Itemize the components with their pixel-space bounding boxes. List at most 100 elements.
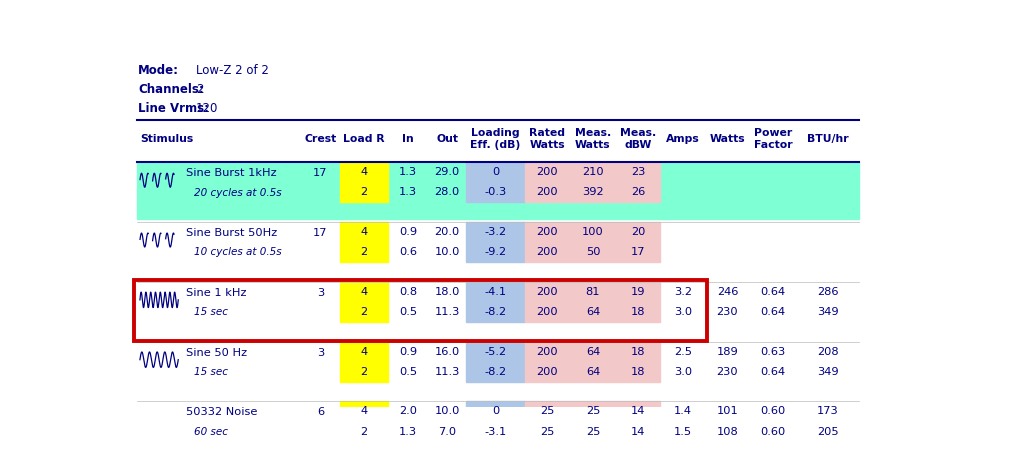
- Bar: [340, 342, 388, 361]
- Text: 200: 200: [537, 347, 558, 356]
- Text: 25: 25: [541, 406, 554, 416]
- Bar: [467, 421, 524, 441]
- Text: Low-Z 2 of 2: Low-Z 2 of 2: [196, 64, 269, 77]
- Text: 4: 4: [360, 287, 368, 297]
- Text: -3.1: -3.1: [484, 426, 507, 436]
- Text: 25: 25: [541, 426, 554, 436]
- Text: 60 sec: 60 sec: [195, 427, 229, 437]
- Bar: [137, 162, 859, 219]
- Text: 286: 286: [817, 287, 838, 297]
- Text: -0.3: -0.3: [484, 187, 507, 197]
- Text: 3.2: 3.2: [674, 287, 692, 297]
- Text: 101: 101: [717, 406, 739, 416]
- Text: 2: 2: [360, 367, 368, 377]
- Text: -3.2: -3.2: [484, 227, 507, 237]
- Text: 25: 25: [586, 426, 600, 436]
- Text: 200: 200: [537, 287, 558, 297]
- Text: 0.64: 0.64: [760, 367, 786, 377]
- Text: BTU/hr: BTU/hr: [806, 134, 849, 144]
- Text: 173: 173: [817, 406, 838, 416]
- Text: 2.5: 2.5: [674, 347, 692, 356]
- Text: Sine Burst 50Hz: Sine Burst 50Hz: [186, 228, 277, 238]
- Bar: [467, 242, 524, 262]
- Text: 200: 200: [537, 247, 558, 257]
- Text: 20.0: 20.0: [435, 227, 459, 237]
- Bar: [524, 162, 660, 182]
- Text: 0.60: 0.60: [760, 406, 786, 416]
- Bar: [340, 162, 388, 182]
- Bar: [524, 282, 660, 302]
- Text: 3.0: 3.0: [674, 367, 692, 377]
- Text: 10 cycles at 0.5s: 10 cycles at 0.5s: [195, 248, 282, 257]
- Text: 11.3: 11.3: [435, 307, 460, 317]
- Bar: [467, 302, 524, 322]
- Text: 230: 230: [717, 307, 739, 317]
- Bar: [340, 242, 388, 262]
- Bar: [340, 282, 388, 302]
- Text: 2: 2: [360, 187, 368, 197]
- Text: 0.60: 0.60: [760, 426, 786, 436]
- Text: -8.2: -8.2: [484, 307, 507, 317]
- Text: Watts: Watts: [710, 134, 746, 144]
- Bar: [467, 401, 524, 421]
- Text: 29.0: 29.0: [435, 167, 459, 177]
- Text: 210: 210: [582, 167, 604, 177]
- Text: Rated
Watts: Rated Watts: [529, 128, 565, 150]
- Text: Amps: Amps: [665, 134, 699, 144]
- Bar: [524, 361, 660, 382]
- Text: 14: 14: [630, 406, 645, 416]
- Text: Channels:: Channels:: [138, 83, 204, 96]
- Text: 3: 3: [316, 288, 324, 298]
- Text: 3.0: 3.0: [674, 307, 692, 317]
- Text: 205: 205: [817, 426, 838, 436]
- Text: 349: 349: [817, 307, 838, 317]
- Text: Meas.
Watts: Meas. Watts: [575, 128, 611, 150]
- Text: 4: 4: [360, 167, 368, 177]
- Text: 2.0: 2.0: [400, 406, 417, 416]
- Text: 0.8: 0.8: [399, 287, 417, 297]
- Text: 6: 6: [317, 408, 323, 418]
- Bar: [524, 401, 660, 421]
- Bar: [467, 182, 524, 202]
- Text: 3: 3: [316, 348, 324, 358]
- Bar: [340, 182, 388, 202]
- Text: 200: 200: [537, 307, 558, 317]
- Text: 1.3: 1.3: [399, 426, 417, 436]
- Bar: [524, 222, 660, 242]
- Text: 64: 64: [586, 307, 600, 317]
- Text: 349: 349: [817, 367, 838, 377]
- Text: 0: 0: [492, 167, 500, 177]
- Text: 11.3: 11.3: [435, 367, 460, 377]
- Text: 20: 20: [630, 227, 645, 237]
- Text: 16.0: 16.0: [435, 347, 459, 356]
- Bar: [467, 282, 524, 302]
- Text: 1.3: 1.3: [399, 187, 417, 197]
- Text: 1.3: 1.3: [399, 167, 417, 177]
- Text: 0.64: 0.64: [760, 287, 786, 297]
- Text: -4.1: -4.1: [484, 287, 507, 297]
- Text: 200: 200: [537, 227, 558, 237]
- Text: -8.2: -8.2: [484, 367, 507, 377]
- Bar: [524, 182, 660, 202]
- Text: 200: 200: [537, 367, 558, 377]
- Bar: [524, 242, 660, 262]
- Text: 26: 26: [631, 187, 645, 197]
- Text: Sine 50 Hz: Sine 50 Hz: [186, 348, 247, 358]
- Text: 0.63: 0.63: [760, 347, 786, 356]
- Text: 108: 108: [717, 426, 739, 436]
- Text: 14: 14: [630, 426, 645, 436]
- Text: 19: 19: [630, 287, 645, 297]
- Text: 50: 50: [586, 247, 600, 257]
- Bar: [467, 361, 524, 382]
- Text: 15 sec: 15 sec: [195, 367, 229, 377]
- Bar: [340, 302, 388, 322]
- Text: 10.0: 10.0: [435, 406, 460, 416]
- Text: 50332 Noise: 50332 Noise: [186, 408, 258, 418]
- Bar: [340, 222, 388, 242]
- Text: 23: 23: [630, 167, 645, 177]
- Text: 2: 2: [360, 307, 368, 317]
- Bar: [340, 421, 388, 441]
- Text: 2: 2: [360, 247, 368, 257]
- Text: Sine Burst 1kHz: Sine Burst 1kHz: [186, 168, 277, 178]
- Text: 1.5: 1.5: [674, 426, 692, 436]
